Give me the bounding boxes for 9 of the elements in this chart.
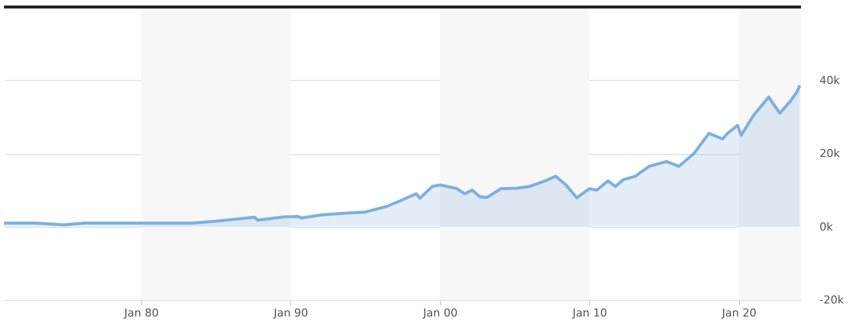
x-tick-label: Jan 00 [422,306,458,320]
x-tick-label: Jan 80 [123,306,159,320]
x-tick-label: Jan 90 [272,306,308,320]
x-tick-label: Jan 20 [721,306,756,320]
y-tick-label: -20k [820,294,844,306]
y-tick-label: 40k [820,74,840,87]
x-tick-label: Jan 10 [572,306,608,320]
y-tick-label: 0k [820,220,834,234]
y-tick-label: 20k [820,147,840,160]
